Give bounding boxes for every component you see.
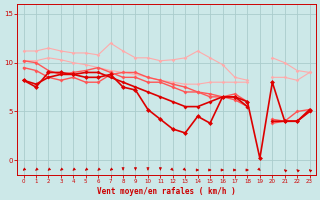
X-axis label: Vent moyen/en rafales ( km/h ): Vent moyen/en rafales ( km/h ): [97, 187, 236, 196]
